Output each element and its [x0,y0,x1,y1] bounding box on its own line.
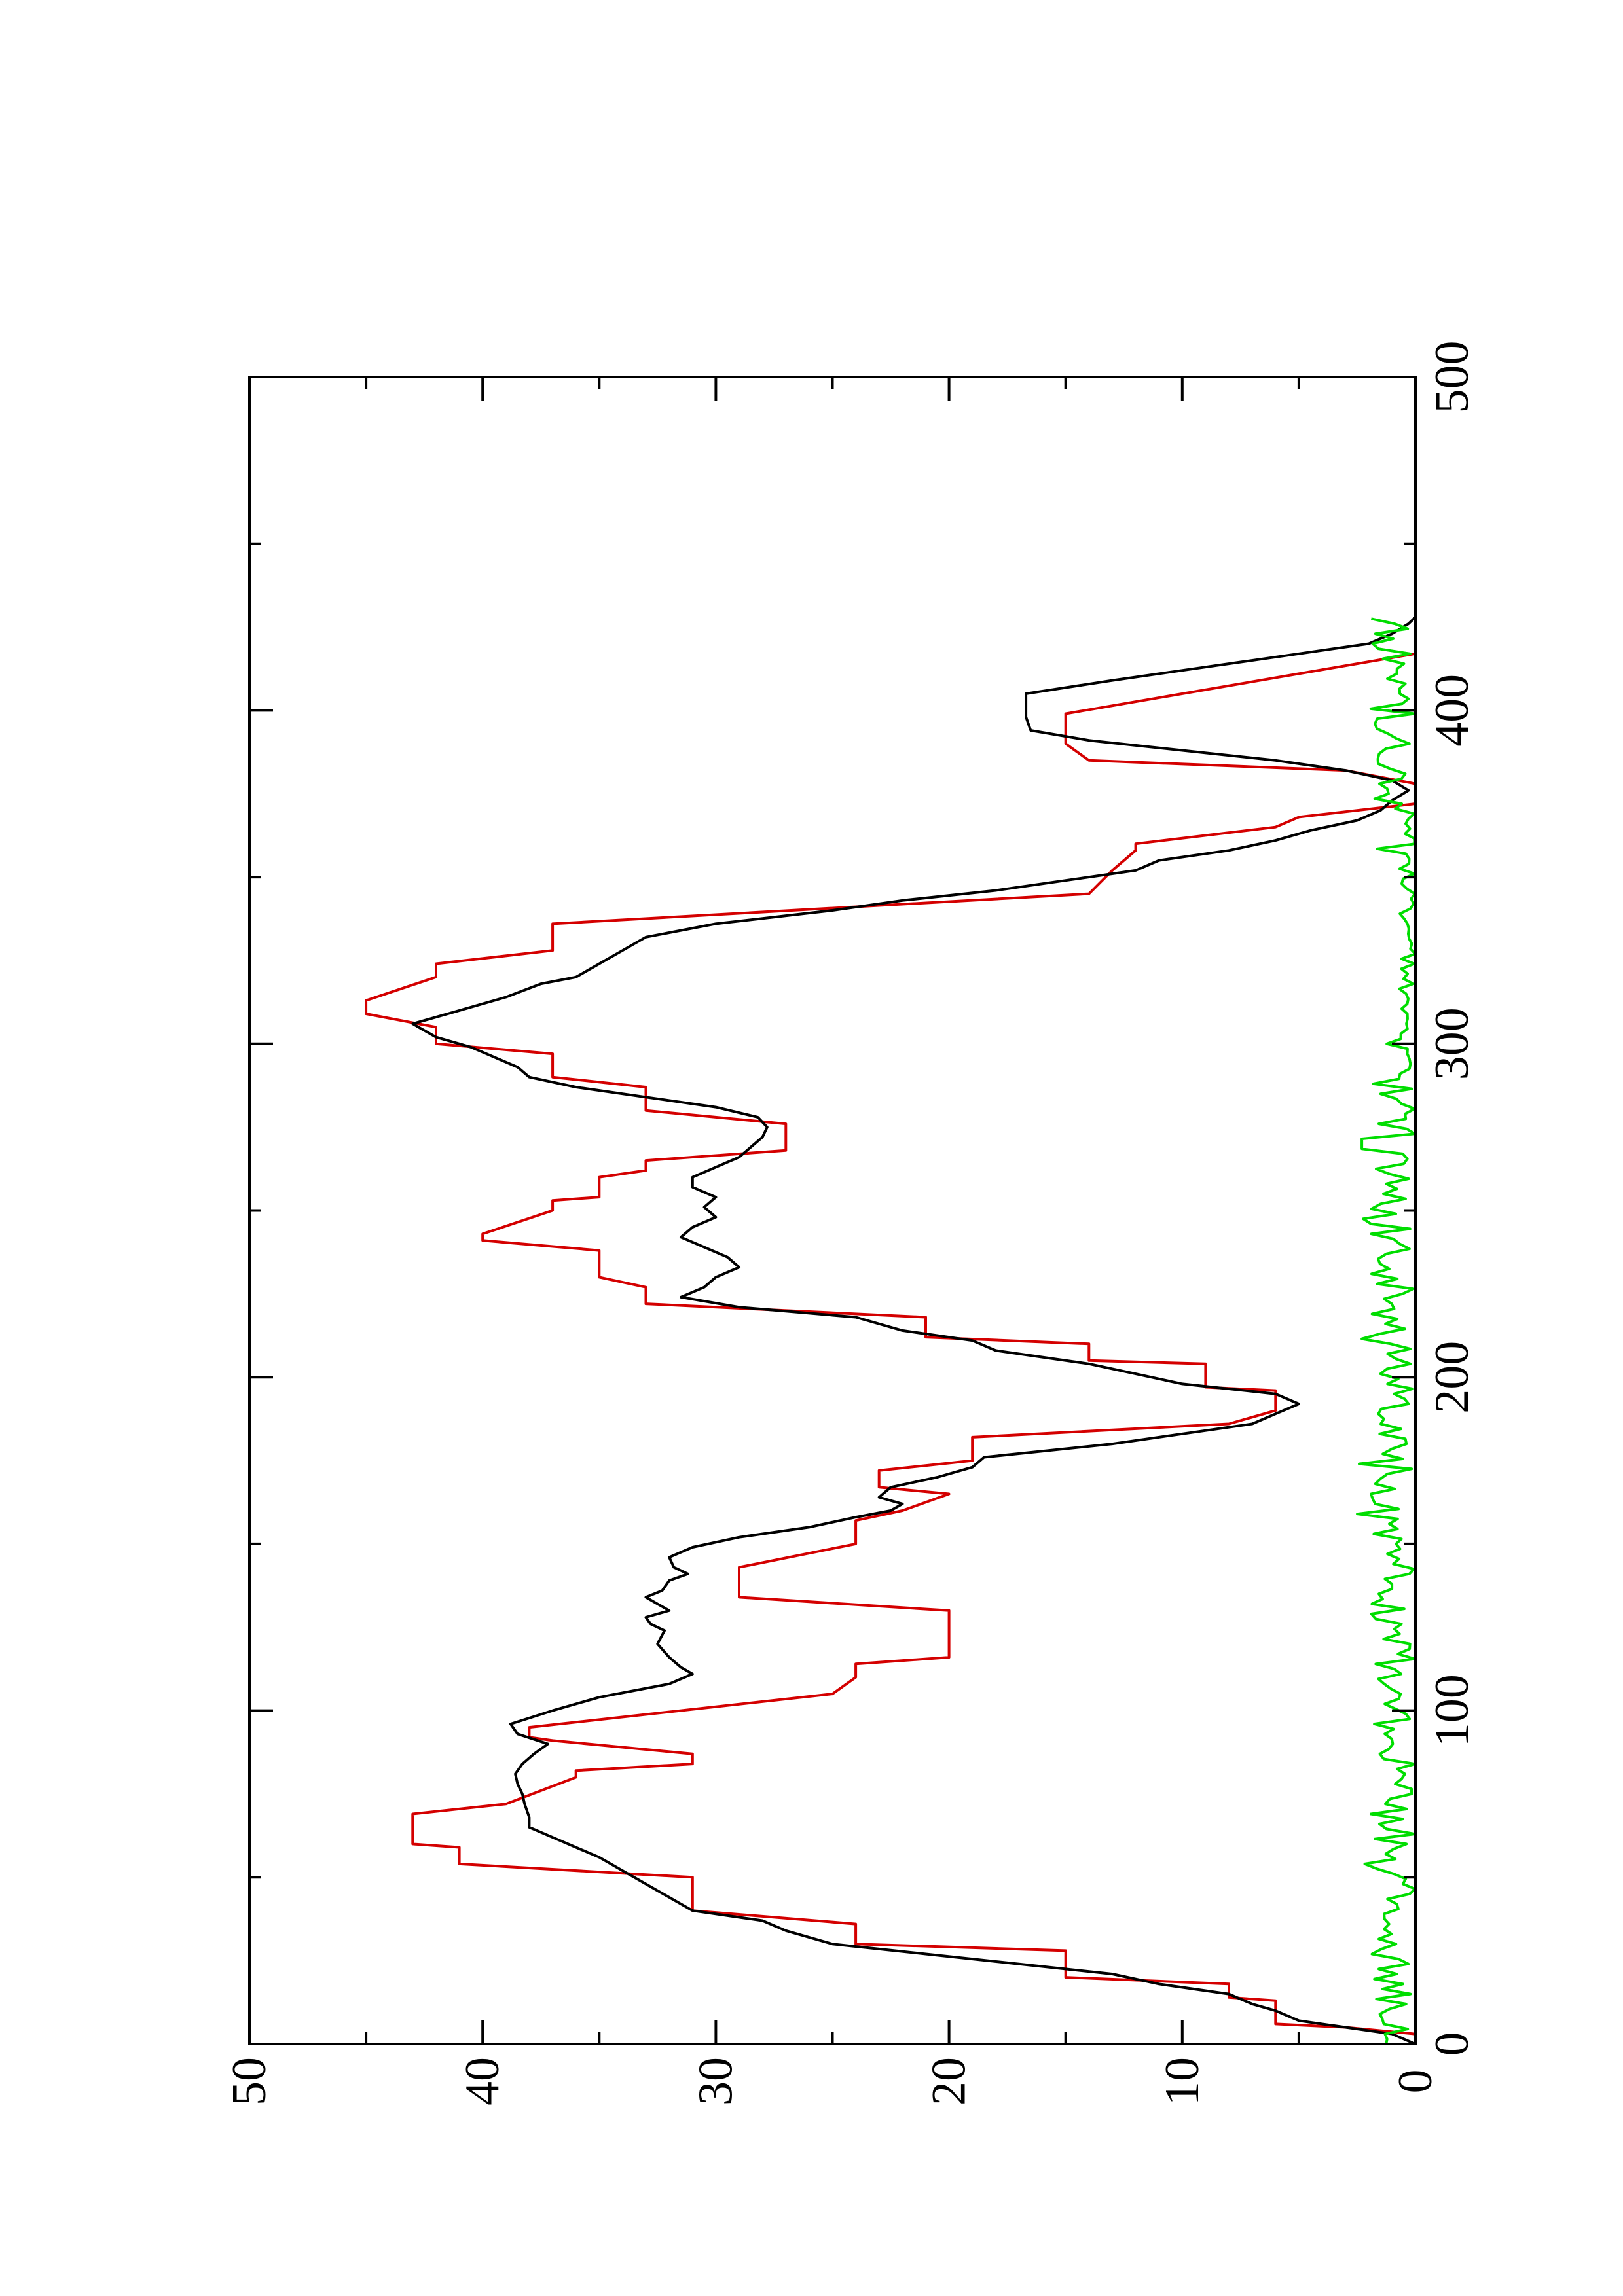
series-line-2 [411,616,1417,2045]
series-line-3 [1356,617,1417,2045]
x-tick-label: 200 [1425,1341,1479,1414]
y-tick-label: 0 [1389,2070,1442,2094]
y-tick-label: 40 [456,2057,509,2106]
axis-ticks [248,376,1417,2045]
y-tick-label: 30 [689,2057,742,2106]
x-tick-label: 500 [1425,341,1479,414]
x-tick-label: 100 [1425,1674,1479,1747]
x-tick-label: 300 [1425,1007,1479,1080]
x-tick-label: 0 [1425,2032,1479,2056]
series-line-1 [365,617,1417,2044]
y-tick-label: 20 [922,2057,976,2106]
x-tick-label: 400 [1425,674,1479,747]
y-tick-label: 10 [1156,2057,1209,2106]
tick-labels: 0 100 200 300 400 500 0 10 20 30 40 50 [223,341,1479,2106]
plot-area [365,616,1417,2045]
y-tick-label: 50 [223,2057,276,2106]
plot-frame [248,376,1417,2045]
